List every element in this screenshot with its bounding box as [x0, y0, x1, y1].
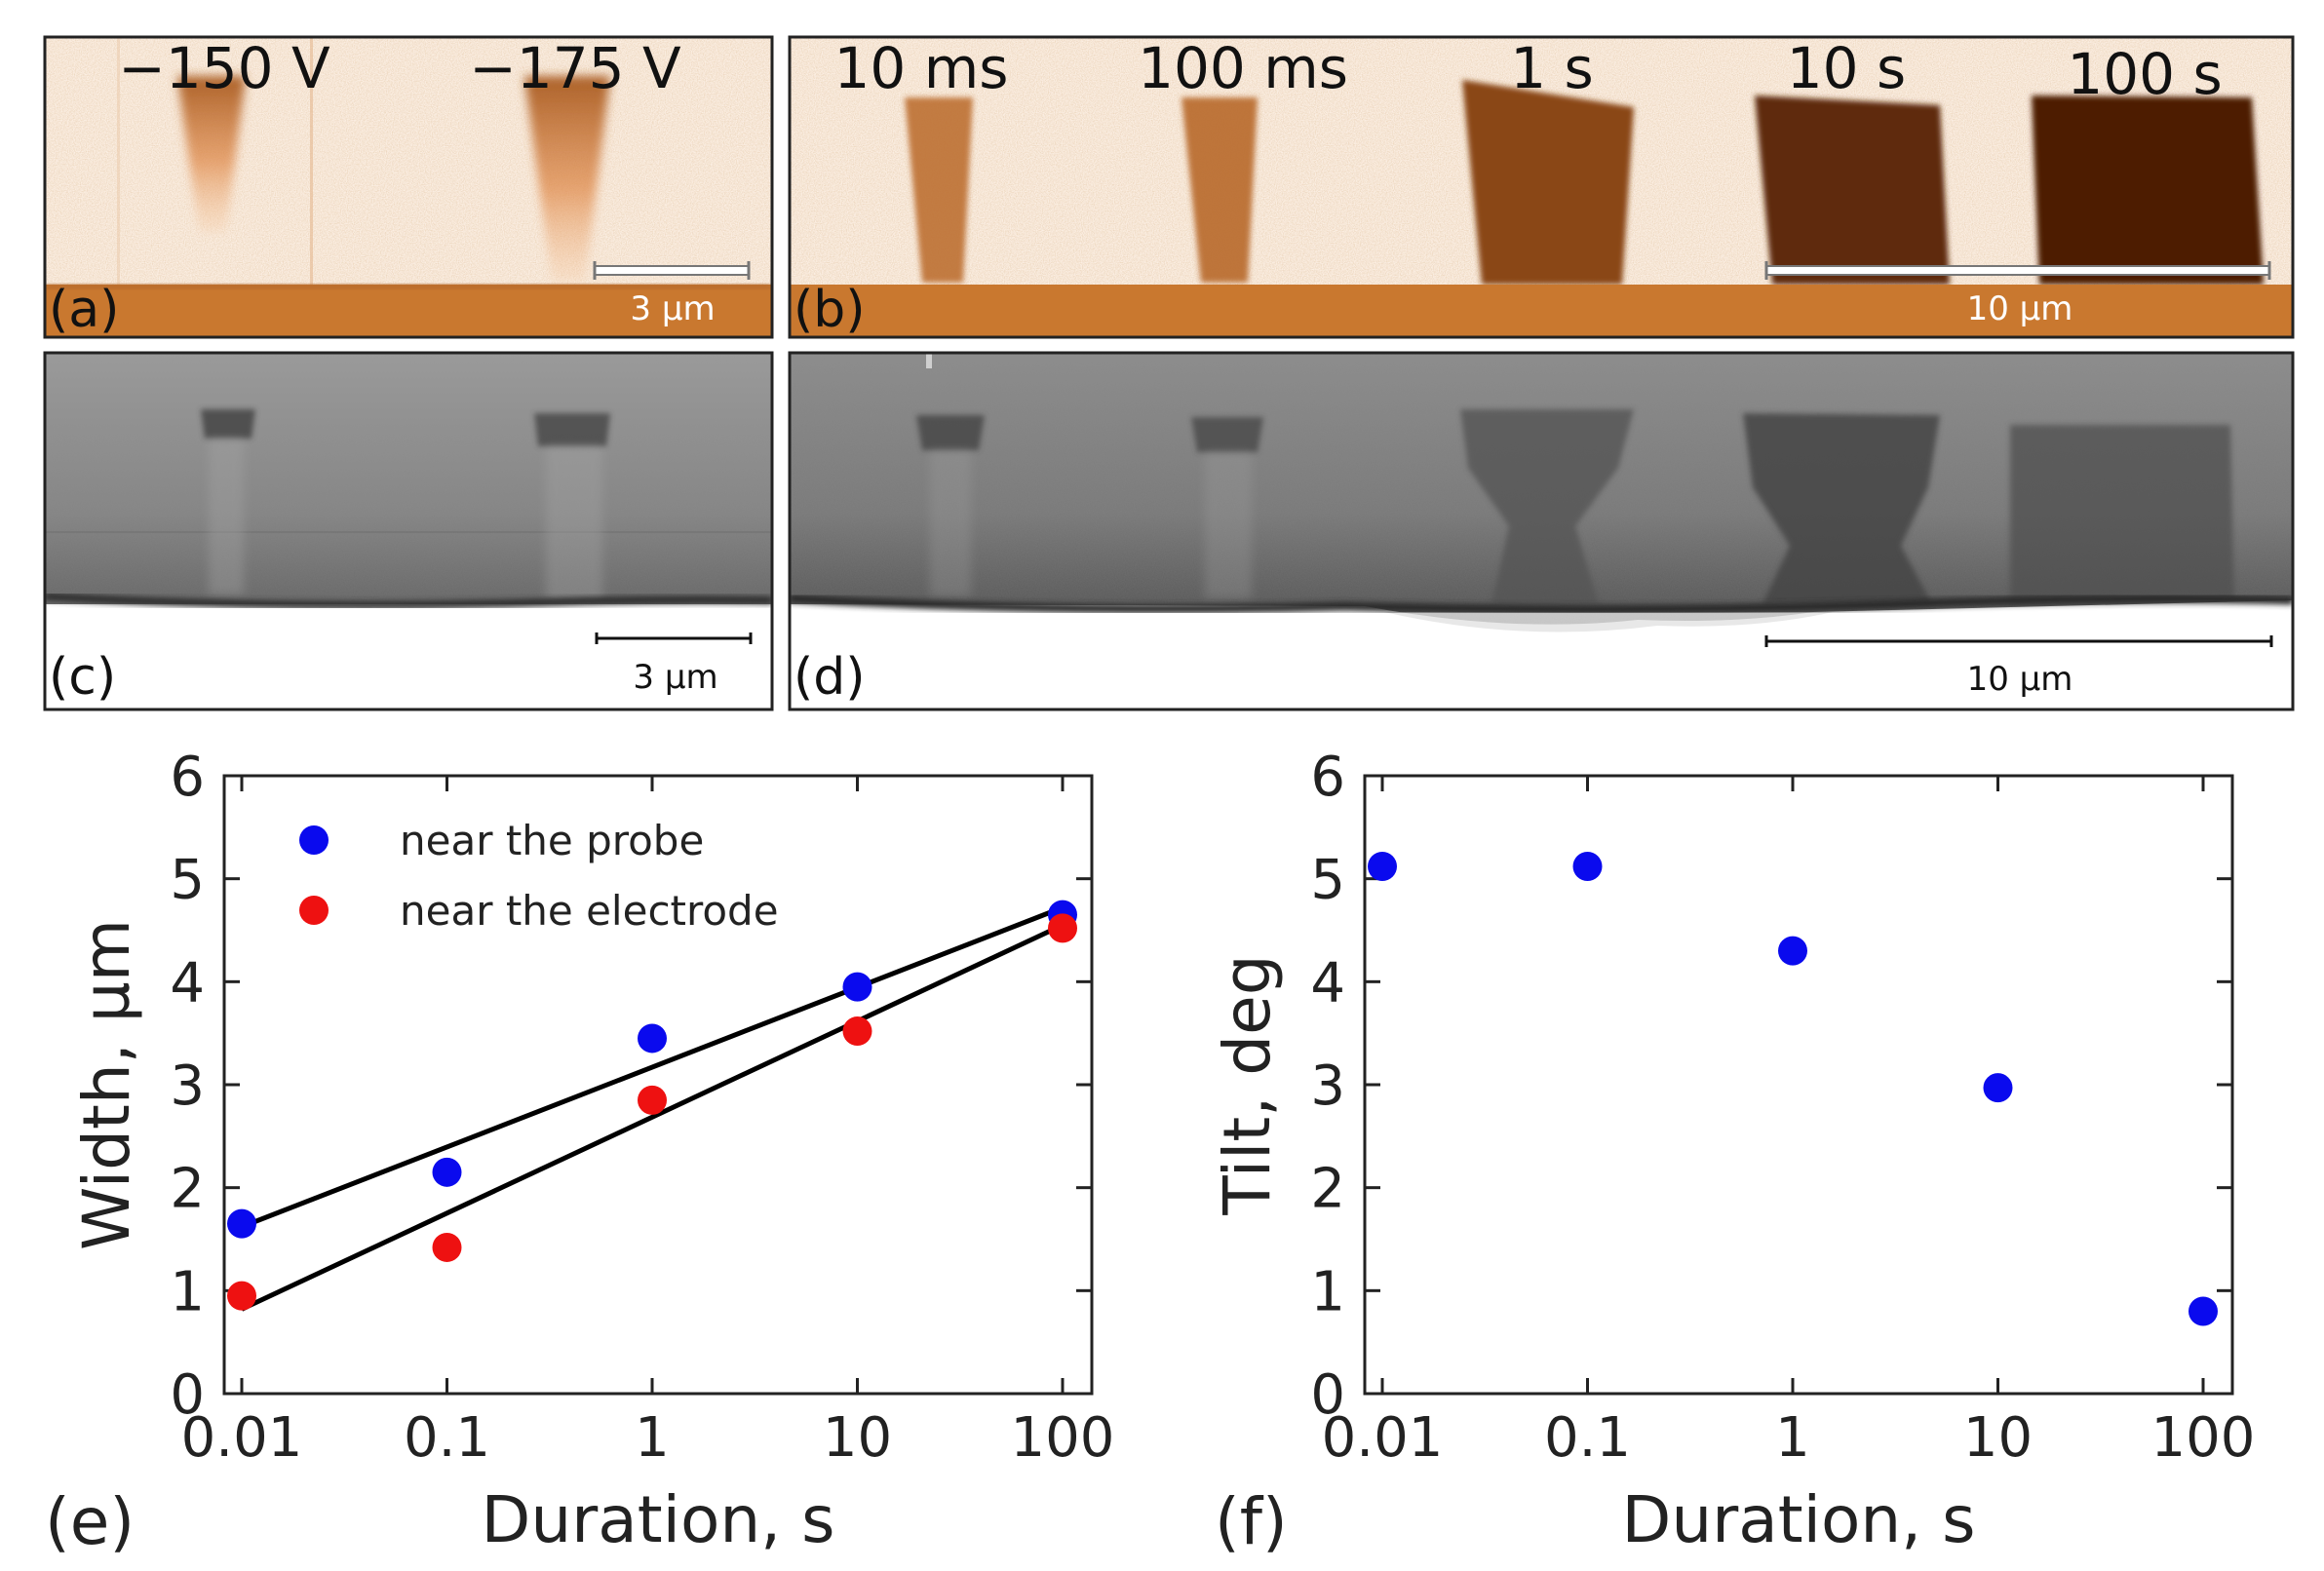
- domain-a1: [177, 76, 246, 232]
- scale-bar: [594, 265, 750, 276]
- data-point: [1572, 851, 1603, 881]
- scale-bar-label: 3 µm: [630, 289, 715, 328]
- x-tick-label: 0.01: [1322, 1406, 1444, 1470]
- data-point: [1368, 851, 1397, 881]
- domain-10ms: [905, 97, 973, 283]
- data-point: [1778, 936, 1807, 966]
- y-tick-label: 6: [1310, 746, 1345, 809]
- y-tick-label: 1: [1310, 1260, 1345, 1323]
- domain-100ms: [1181, 97, 1258, 283]
- x-tick-label: 10: [1963, 1406, 2033, 1470]
- duration-label: 10 s: [1787, 35, 1906, 101]
- duration-label: 100 ms: [1138, 35, 1348, 101]
- x-tick-label: 100: [1011, 1406, 1115, 1470]
- panel-label: (a): [49, 281, 119, 339]
- duration-label: 100 s: [2067, 41, 2222, 107]
- y-tick-label: 3: [170, 1054, 205, 1118]
- legend-label: near the electrode: [400, 887, 779, 935]
- chart-e-frame: [222, 774, 1094, 1396]
- y-tick-label: 5: [170, 849, 205, 912]
- data-point: [227, 1208, 256, 1239]
- data-point: [638, 1085, 667, 1115]
- chart-f: 0.01 0.1 1 10 100 0 1 2 3 4 5 6 Duration, s Tilt, d…: [1210, 746, 2255, 1559]
- x-tick-label: 0.01: [181, 1406, 303, 1470]
- panel-label: (b): [794, 281, 866, 339]
- x-tick-label: 1: [1775, 1406, 1810, 1470]
- scale-bar: [1765, 265, 2270, 276]
- panel-label: (d): [794, 648, 866, 707]
- fit-line: [241, 904, 1064, 1230]
- domain-100s: [2032, 96, 2264, 285]
- panel-label: (c): [49, 648, 116, 707]
- chart-f-frame: [1363, 774, 2234, 1396]
- panel-d-image: 10 µm (d): [788, 351, 2295, 711]
- y-tick-label: 6: [170, 746, 205, 809]
- domain-10s: [1755, 96, 1950, 285]
- panel-label: (f): [1215, 1484, 1288, 1559]
- data-point: [842, 972, 872, 1002]
- data-point: [227, 1281, 256, 1311]
- panel-a-image: −150 V −175 V 3 µm (a): [43, 35, 774, 339]
- x-axis-label: Duration, s: [482, 1482, 835, 1557]
- y-tick-label: 4: [170, 951, 205, 1015]
- panel-b-image: 10 ms 100 ms 1 s 10 s 100 s 10 µm (b): [788, 35, 2295, 339]
- x-tick-label: 10: [823, 1406, 892, 1470]
- x-tick-label: 0.1: [404, 1406, 490, 1470]
- y-axis-label: Width, µm: [69, 919, 144, 1250]
- fit-line: [240, 922, 1065, 1312]
- y-tick-label: 4: [1310, 951, 1345, 1015]
- y-axis-label: Tilt, deg: [1210, 954, 1285, 1215]
- x-tick-label: 1: [635, 1406, 670, 1470]
- y-tick-label: 3: [1310, 1054, 1345, 1118]
- y-tick-label: 1: [170, 1260, 205, 1323]
- data-point: [432, 1232, 462, 1262]
- data-point: [432, 1157, 462, 1187]
- x-axis-label: Duration, s: [1622, 1482, 1976, 1557]
- data-point: [638, 1023, 667, 1054]
- legend-marker: [299, 896, 329, 925]
- y-tick-label: 0: [1310, 1363, 1345, 1427]
- y-tick-label: 0: [170, 1363, 205, 1427]
- y-tick-label: 2: [1310, 1158, 1345, 1221]
- scale-bar-label: 10 µm: [1967, 289, 2073, 328]
- domain-a2: [524, 76, 610, 283]
- x-tick-label: 100: [2151, 1406, 2256, 1470]
- data-point: [1048, 913, 1077, 943]
- data-point: [842, 1016, 872, 1047]
- data-point: [2188, 1296, 2218, 1326]
- chart-e: 0.01 0.1 1 10 100 0 1 2 3 4 5 6 near the probe near …: [45, 746, 1114, 1559]
- data-point: [1983, 1073, 2013, 1103]
- legend-marker: [299, 825, 329, 855]
- y-tick-label: 2: [170, 1158, 205, 1221]
- panel-c-image: 3 µm (c): [43, 351, 774, 711]
- panel-label: (e): [45, 1484, 135, 1559]
- x-tick-label: 0.1: [1544, 1406, 1631, 1470]
- domain-1s: [1462, 80, 1634, 285]
- legend-label: near the probe: [400, 817, 704, 864]
- scale-bar-label: 3 µm: [633, 658, 717, 697]
- voltage-label: −150 V: [118, 35, 330, 101]
- y-tick-label: 5: [1310, 849, 1345, 912]
- duration-label: 10 ms: [834, 35, 1009, 101]
- duration-label: 1 s: [1510, 35, 1594, 101]
- scale-bar-label: 10 µm: [1967, 660, 2073, 699]
- voltage-label: −175 V: [469, 35, 681, 101]
